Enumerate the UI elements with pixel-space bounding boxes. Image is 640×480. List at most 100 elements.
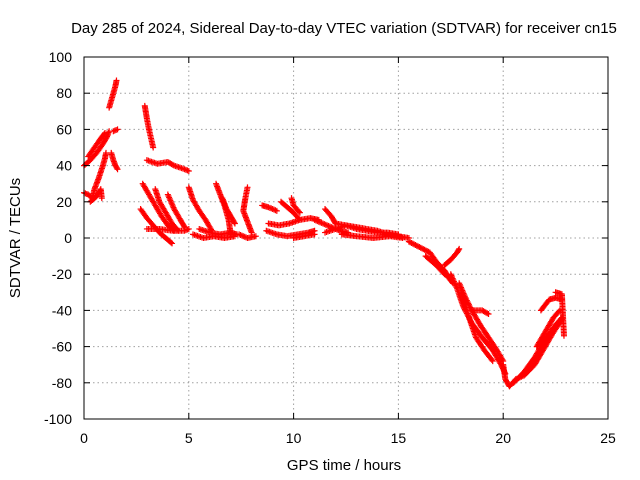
y-tick-label: -80	[52, 375, 72, 391]
data-point	[252, 233, 259, 240]
data-point	[422, 247, 429, 254]
y-tick-label: 60	[56, 121, 72, 137]
data-point	[101, 131, 108, 138]
data-point	[407, 239, 414, 246]
y-axis-label: SDTVAR / TECUs	[7, 178, 24, 298]
data-point	[185, 168, 192, 175]
data-point	[409, 240, 416, 247]
data-point	[268, 205, 275, 212]
data-points	[81, 77, 567, 390]
y-tick-labels: -100 -80 -60 -40 -20 0 20 40 60 80 100	[44, 49, 72, 427]
data-point	[413, 242, 420, 249]
data-point	[321, 221, 328, 228]
data-point	[456, 245, 463, 252]
data-point	[110, 128, 117, 135]
data-point	[238, 232, 245, 239]
data-point	[236, 231, 243, 238]
data-point	[324, 222, 331, 229]
data-point	[311, 231, 318, 238]
y-tick-label: 0	[64, 230, 72, 246]
data-point	[560, 332, 567, 339]
y-tick-label: -40	[52, 302, 72, 318]
y-tick-label: 80	[56, 85, 72, 101]
data-point	[183, 166, 190, 173]
data-point	[231, 219, 238, 226]
data-point	[114, 166, 121, 173]
data-point	[417, 244, 424, 251]
y-tick-label: -20	[52, 266, 72, 282]
data-point	[237, 231, 244, 238]
data-point	[325, 222, 332, 229]
x-axis-label: GPS time / hours	[287, 457, 401, 474]
data-point	[241, 233, 248, 240]
data-point	[399, 235, 406, 241]
x-tick-label: 5	[185, 430, 193, 446]
data-point	[101, 130, 108, 137]
data-point	[317, 219, 324, 226]
x-tick-label: 10	[286, 430, 302, 446]
data-point	[169, 161, 176, 168]
data-point	[415, 243, 422, 250]
x-tick-labels: 0 5 10 15 20 25	[80, 430, 616, 446]
x-tick-label: 20	[495, 430, 511, 446]
data-point	[181, 224, 188, 231]
data-point	[113, 165, 120, 172]
axis-ticks	[83, 56, 609, 420]
y-tick-label: -60	[52, 339, 72, 355]
data-point	[424, 248, 431, 255]
data-point	[266, 204, 273, 211]
grid-lines	[84, 57, 608, 419]
data-point	[183, 227, 190, 234]
data-point	[322, 221, 329, 228]
data-point	[169, 240, 176, 247]
data-point	[272, 207, 279, 214]
data-point	[167, 239, 174, 246]
x-tick-label: 0	[80, 430, 88, 446]
data-point	[231, 220, 238, 227]
data-point	[111, 127, 118, 134]
data-point	[273, 207, 280, 214]
data-point	[484, 310, 491, 317]
data-point	[240, 233, 247, 240]
data-point	[416, 244, 423, 251]
data-point	[150, 144, 157, 151]
data-point	[271, 206, 278, 213]
chart-title: Day 285 of 2024, Sidereal Day-to-day VTE…	[71, 20, 617, 37]
data-point	[296, 216, 303, 223]
data-point	[82, 190, 89, 197]
data-point	[315, 218, 322, 225]
data-point	[295, 215, 302, 222]
data-point	[181, 166, 188, 173]
data-point	[113, 77, 120, 84]
data-point	[98, 195, 105, 202]
data-point	[418, 245, 425, 252]
data-point	[296, 209, 303, 216]
data-point	[408, 239, 415, 246]
y-tick-label: 100	[49, 49, 73, 65]
data-point	[499, 356, 506, 363]
data-point	[420, 246, 427, 253]
data-point	[421, 246, 428, 253]
y-tick-label: 40	[56, 158, 72, 174]
data-point	[103, 149, 110, 156]
data-point	[488, 356, 495, 363]
data-point	[405, 238, 412, 245]
x-tick-label: 15	[391, 430, 407, 446]
x-tick-label: 25	[600, 430, 616, 446]
data-point	[489, 358, 496, 365]
y-tick-label: -100	[44, 411, 72, 427]
data-point	[295, 208, 302, 215]
data-point	[485, 311, 492, 318]
data-point	[411, 241, 418, 248]
data-point	[319, 220, 326, 227]
data-point	[185, 225, 192, 232]
data-point	[318, 219, 325, 226]
data-point	[312, 217, 319, 224]
data-point	[269, 206, 276, 213]
data-point	[314, 218, 321, 225]
data-point	[227, 231, 234, 238]
data-point	[114, 126, 121, 133]
data-point	[180, 222, 187, 229]
data-point	[455, 247, 462, 254]
